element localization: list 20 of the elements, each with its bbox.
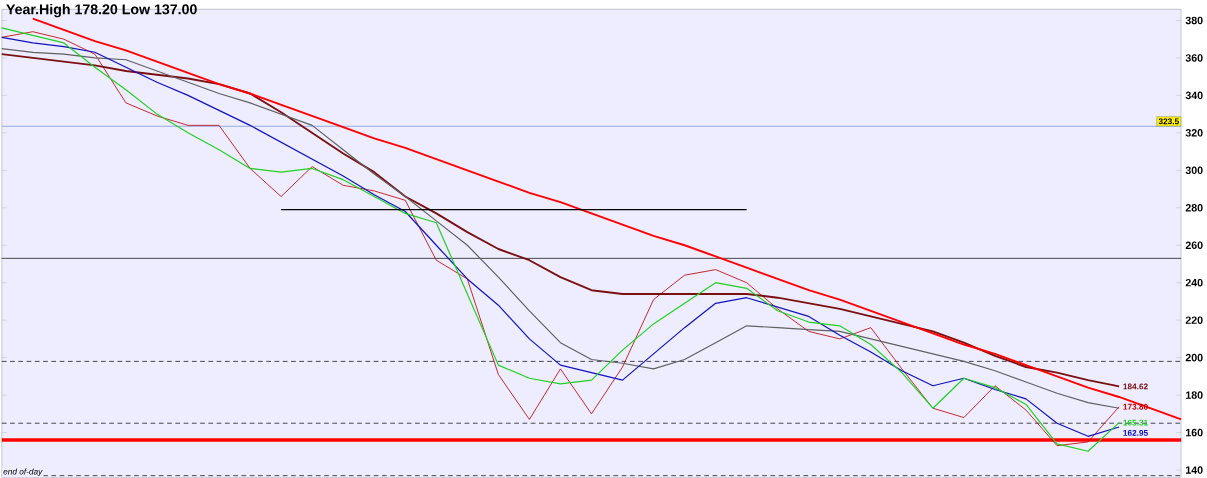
y-tick-label: 380 <box>1185 16 1203 25</box>
chart-title: Year.High 178.20 Low 137.00 <box>6 4 197 18</box>
y-tick-label: 320 <box>1185 129 1203 137</box>
y-tick-label: 300 <box>1185 166 1203 175</box>
annotation: end of-day <box>3 468 43 477</box>
y-tick-label: 220 <box>1185 316 1203 325</box>
y-tick-label: 280 <box>1185 204 1203 212</box>
y-tick-label: 180 <box>1186 391 1203 399</box>
y-tick-label: 240 <box>1185 279 1203 287</box>
y-tick-label: 260 <box>1185 241 1203 250</box>
y-tick-label: 200 <box>1185 353 1203 362</box>
data-label: 162.95 <box>1123 430 1148 436</box>
y-tick-label: 160 <box>1186 428 1203 437</box>
ref-line-label: 323.5 <box>1158 118 1179 125</box>
y-tick-label: 340 <box>1185 91 1203 100</box>
data-label: 184.62 <box>1123 383 1148 390</box>
y-tick-label: 360 <box>1185 54 1203 62</box>
data-label: 165.31 <box>1123 419 1148 426</box>
y-tick-label: 140 <box>1186 466 1203 474</box>
data-label: 173.80 <box>1123 403 1148 410</box>
